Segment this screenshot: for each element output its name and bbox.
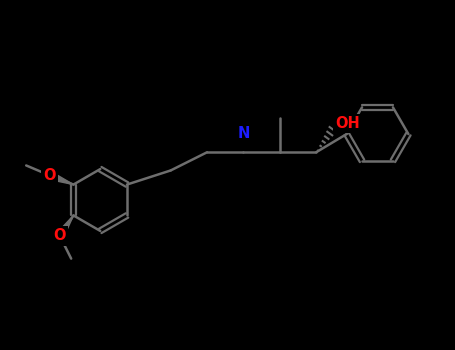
Text: OH: OH: [336, 116, 360, 131]
Polygon shape: [56, 216, 73, 238]
Polygon shape: [48, 172, 73, 184]
Text: O: O: [44, 168, 56, 183]
Text: O: O: [54, 229, 66, 243]
Text: N: N: [237, 126, 250, 141]
